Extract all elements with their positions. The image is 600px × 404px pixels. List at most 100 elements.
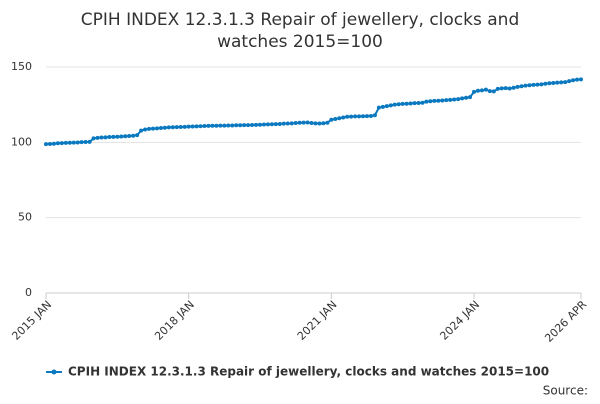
point [95, 135, 100, 140]
point [301, 120, 306, 125]
point [258, 122, 262, 127]
point [103, 135, 108, 140]
x-tick-label: 2015 JAN [9, 298, 54, 343]
point [511, 85, 516, 90]
point [135, 133, 140, 138]
point [305, 120, 310, 125]
point [210, 123, 215, 128]
point [361, 114, 366, 119]
point [261, 122, 266, 127]
point [412, 101, 417, 106]
y-tick-label: 150 [11, 60, 32, 73]
point [151, 126, 155, 131]
point [83, 140, 88, 145]
point [273, 122, 278, 127]
point [277, 121, 282, 126]
point [139, 128, 144, 133]
point [71, 140, 76, 145]
point [242, 123, 247, 128]
y-tick-label: 0 [25, 286, 32, 299]
point [87, 139, 92, 144]
point [341, 115, 346, 120]
point [420, 100, 425, 105]
point [234, 123, 239, 128]
x-tick-label: 2021 JAN [295, 298, 340, 343]
point [143, 127, 148, 132]
point [444, 98, 449, 103]
point [250, 123, 255, 128]
point [416, 101, 421, 106]
point [44, 142, 48, 147]
point [372, 113, 377, 118]
point [384, 104, 389, 109]
point [329, 117, 334, 122]
point [349, 114, 354, 119]
point [567, 79, 572, 84]
point [59, 141, 64, 146]
point [479, 88, 484, 93]
point [440, 98, 445, 103]
point [428, 99, 433, 104]
x-tick-label: 2026 APR [542, 298, 589, 345]
y-tick-label: 100 [11, 135, 32, 148]
point [468, 95, 473, 100]
point [174, 125, 179, 130]
point [269, 122, 274, 127]
point [424, 99, 429, 104]
point [487, 89, 492, 94]
point [111, 134, 116, 139]
point [194, 124, 199, 129]
point [539, 82, 544, 87]
point [107, 135, 112, 140]
point [531, 82, 536, 87]
point [202, 124, 207, 129]
point [281, 121, 286, 126]
point [345, 114, 350, 119]
point [376, 105, 381, 110]
point [368, 113, 373, 118]
point [99, 135, 104, 140]
point [214, 123, 219, 128]
point [131, 133, 136, 138]
source: Source: [543, 384, 588, 398]
point [337, 116, 342, 121]
point [265, 122, 270, 127]
point [178, 124, 183, 129]
point [123, 134, 128, 139]
point [551, 80, 556, 85]
point [147, 126, 152, 131]
point [222, 123, 227, 128]
point [166, 125, 171, 130]
point [246, 123, 251, 128]
point [170, 125, 175, 130]
point [115, 134, 120, 139]
point [55, 141, 60, 146]
point [317, 121, 322, 126]
point [571, 78, 576, 83]
point [519, 84, 524, 89]
point [436, 98, 441, 103]
point [289, 121, 294, 126]
point [563, 80, 568, 85]
point [51, 141, 56, 146]
point [63, 140, 68, 145]
point [162, 125, 167, 130]
point [182, 124, 187, 129]
legend-label: CPIH INDEX 12.3.1.3 Repair of jewellery,… [68, 365, 549, 379]
point [460, 96, 465, 101]
point [452, 97, 457, 102]
point [503, 86, 508, 91]
legend-marker [51, 369, 57, 375]
point [47, 141, 52, 146]
x-tick-label: 2024 JAN [437, 298, 482, 343]
chart-title: CPIH INDEX 12.3.1.3 Repair of jewellery,… [81, 10, 519, 52]
point [238, 123, 243, 128]
point [547, 81, 552, 86]
point [158, 126, 163, 131]
point [226, 123, 231, 128]
point [154, 126, 159, 131]
point [206, 123, 211, 128]
point [495, 86, 500, 91]
point [67, 140, 72, 145]
